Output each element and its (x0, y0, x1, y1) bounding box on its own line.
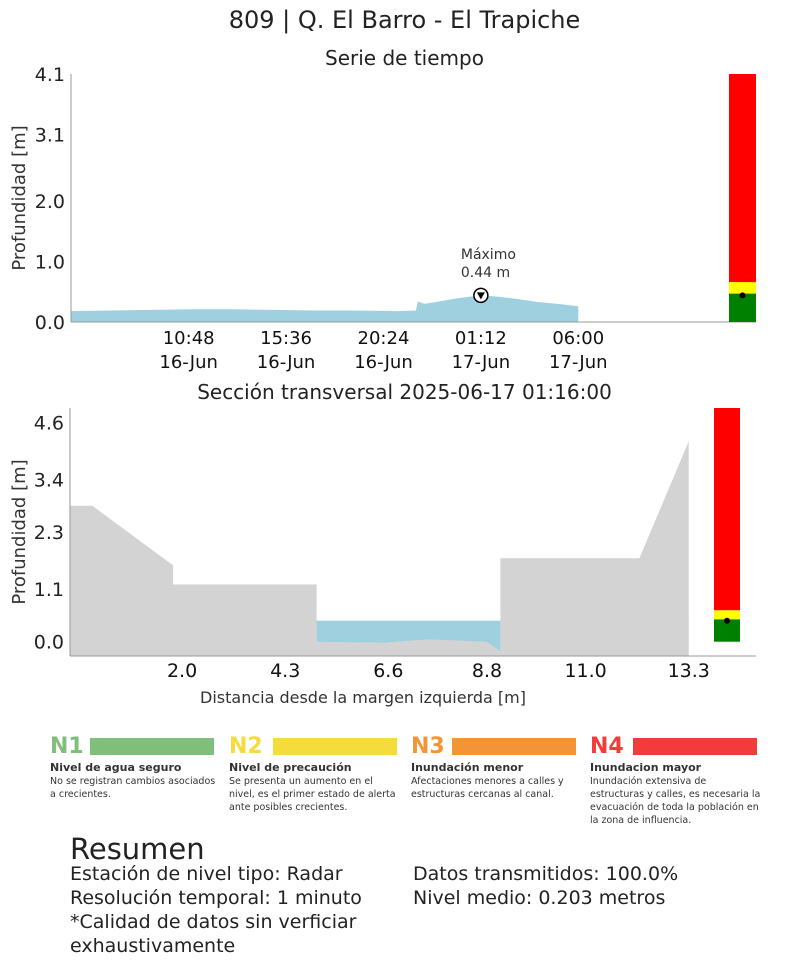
cross-section-title: Sección transversal 2025-06-17 01:16:00 (197, 380, 612, 404)
legend-n1: N1 Nivel de agua seguro No se registran … (50, 735, 222, 801)
x-tick-time: 15:36 (260, 328, 312, 349)
x-tick-label: 6.6 (373, 660, 403, 682)
cross-section-chart: 0.0 1.1 2.3 3.4 4.6 2.0 4.3 6.6 8.8 11.0 13.3 Dista… (9, 408, 756, 707)
y-tick-label: 4.1 (35, 64, 65, 86)
legend-n3-bar (452, 738, 576, 755)
legend-n3-code: N3 (411, 734, 445, 759)
time-series-chart: 0.0 1.0 2.0 3.1 4.1 10:48 16-Jun 15:36 16-Jun 20:… (9, 64, 756, 373)
cs-alert-yellow (714, 610, 740, 620)
max-marker-triangle (476, 292, 485, 300)
legend-n4-code: N4 (590, 734, 624, 759)
x-axis-label: Distancia desde la margen izquierda [m] (200, 688, 526, 707)
y-tick-label: 0.0 (35, 312, 65, 334)
summary-title: Resumen (70, 832, 205, 866)
x-tick-label: 13.3 (668, 660, 710, 682)
ts-alert-yellow (729, 282, 756, 294)
y-tick-label: 3.1 (35, 124, 65, 146)
time-series-title: Serie de tiempo (325, 46, 484, 70)
x-tick-time: 10:48 (163, 328, 215, 349)
summary-quality: *Calidad de datos sin verficiar (70, 911, 357, 933)
summary-station: Estación de nivel tipo: Radar (70, 863, 343, 885)
y-axis-label: Profundidad [m] (9, 459, 30, 604)
legend-n2-desc: Se presenta un aumento en el nivel, es e… (229, 776, 396, 813)
y-tick-label: 2.3 (34, 522, 64, 544)
summary-resolution: Resolución temporal: 1 minuto (70, 887, 362, 909)
x-tick-date: 16-Jun (354, 352, 413, 373)
legend-n1-desc: No se registran cambios asociados a crec… (50, 776, 216, 800)
max-value-label: 0.44 m (461, 265, 510, 281)
page-title: 809 | Q. El Barro - El Trapiche (228, 6, 581, 34)
legend-n2: N2 Nivel de precaución Se presenta un au… (229, 735, 401, 814)
x-tick-date: 16-Jun (257, 352, 316, 373)
x-tick-time: 06:00 (552, 328, 604, 349)
y-tick-label: 3.4 (34, 470, 64, 492)
legend-n4: N4 Inundacion mayor Inundación extensiva… (590, 735, 762, 827)
terrain-profile (70, 441, 689, 656)
ts-alert-red (729, 74, 756, 283)
cs-alert-red (714, 408, 740, 611)
max-label: Máximo (461, 247, 516, 263)
x-tick-time: 20:24 (358, 328, 410, 349)
cs-alert-green (714, 619, 740, 642)
y-tick-label: 0.0 (34, 632, 64, 654)
ts-current-level-dot (739, 292, 746, 299)
depth-area (71, 295, 579, 322)
y-tick-label: 1.1 (34, 579, 64, 601)
y-tick-label: 2.0 (35, 191, 65, 213)
x-tick-date: 17-Jun (452, 352, 511, 373)
legend-n4-bar (633, 738, 757, 755)
x-tick-label: 4.3 (270, 660, 300, 682)
legend-n1-name: Nivel de agua seguro (50, 761, 182, 774)
summary-mean-level: Nivel medio: 0.203 metros (413, 887, 666, 909)
x-tick-time: 01:12 (455, 328, 507, 349)
legend-n2-code: N2 (229, 734, 263, 759)
x-tick-label: 8.8 (472, 660, 502, 682)
legend-n3-name: Inundación menor (411, 761, 524, 774)
cs-current-level-dot (724, 617, 730, 624)
legend-n3: N3 Inundación menor Afectaciones menores… (411, 735, 583, 801)
legend-n1-code: N1 (50, 734, 84, 759)
summary-transmitted: Datos transmitidos: 100.0% (413, 863, 679, 885)
x-tick-date: 16-Jun (159, 352, 218, 373)
legend-n3-desc: Afectaciones menores a calles y estructu… (411, 776, 564, 800)
legend-n4-name: Inundacion mayor (590, 761, 702, 774)
y-axis-label: Profundidad [m] (9, 125, 30, 270)
legend-n1-bar (90, 738, 214, 755)
y-tick-label: 1.0 (35, 252, 65, 274)
y-tick-label: 4.6 (34, 412, 64, 434)
x-tick-label: 11.0 (564, 660, 606, 682)
legend-n2-bar (273, 738, 397, 755)
legend-n4-desc: Inundación extensiva de estructuras y ca… (590, 776, 761, 826)
legend-n2-name: Nivel de precaución (229, 761, 352, 774)
x-tick-label: 2.0 (167, 660, 197, 682)
summary-quality-cont: exhaustivamente (70, 935, 236, 957)
x-tick-date: 17-Jun (549, 352, 608, 373)
